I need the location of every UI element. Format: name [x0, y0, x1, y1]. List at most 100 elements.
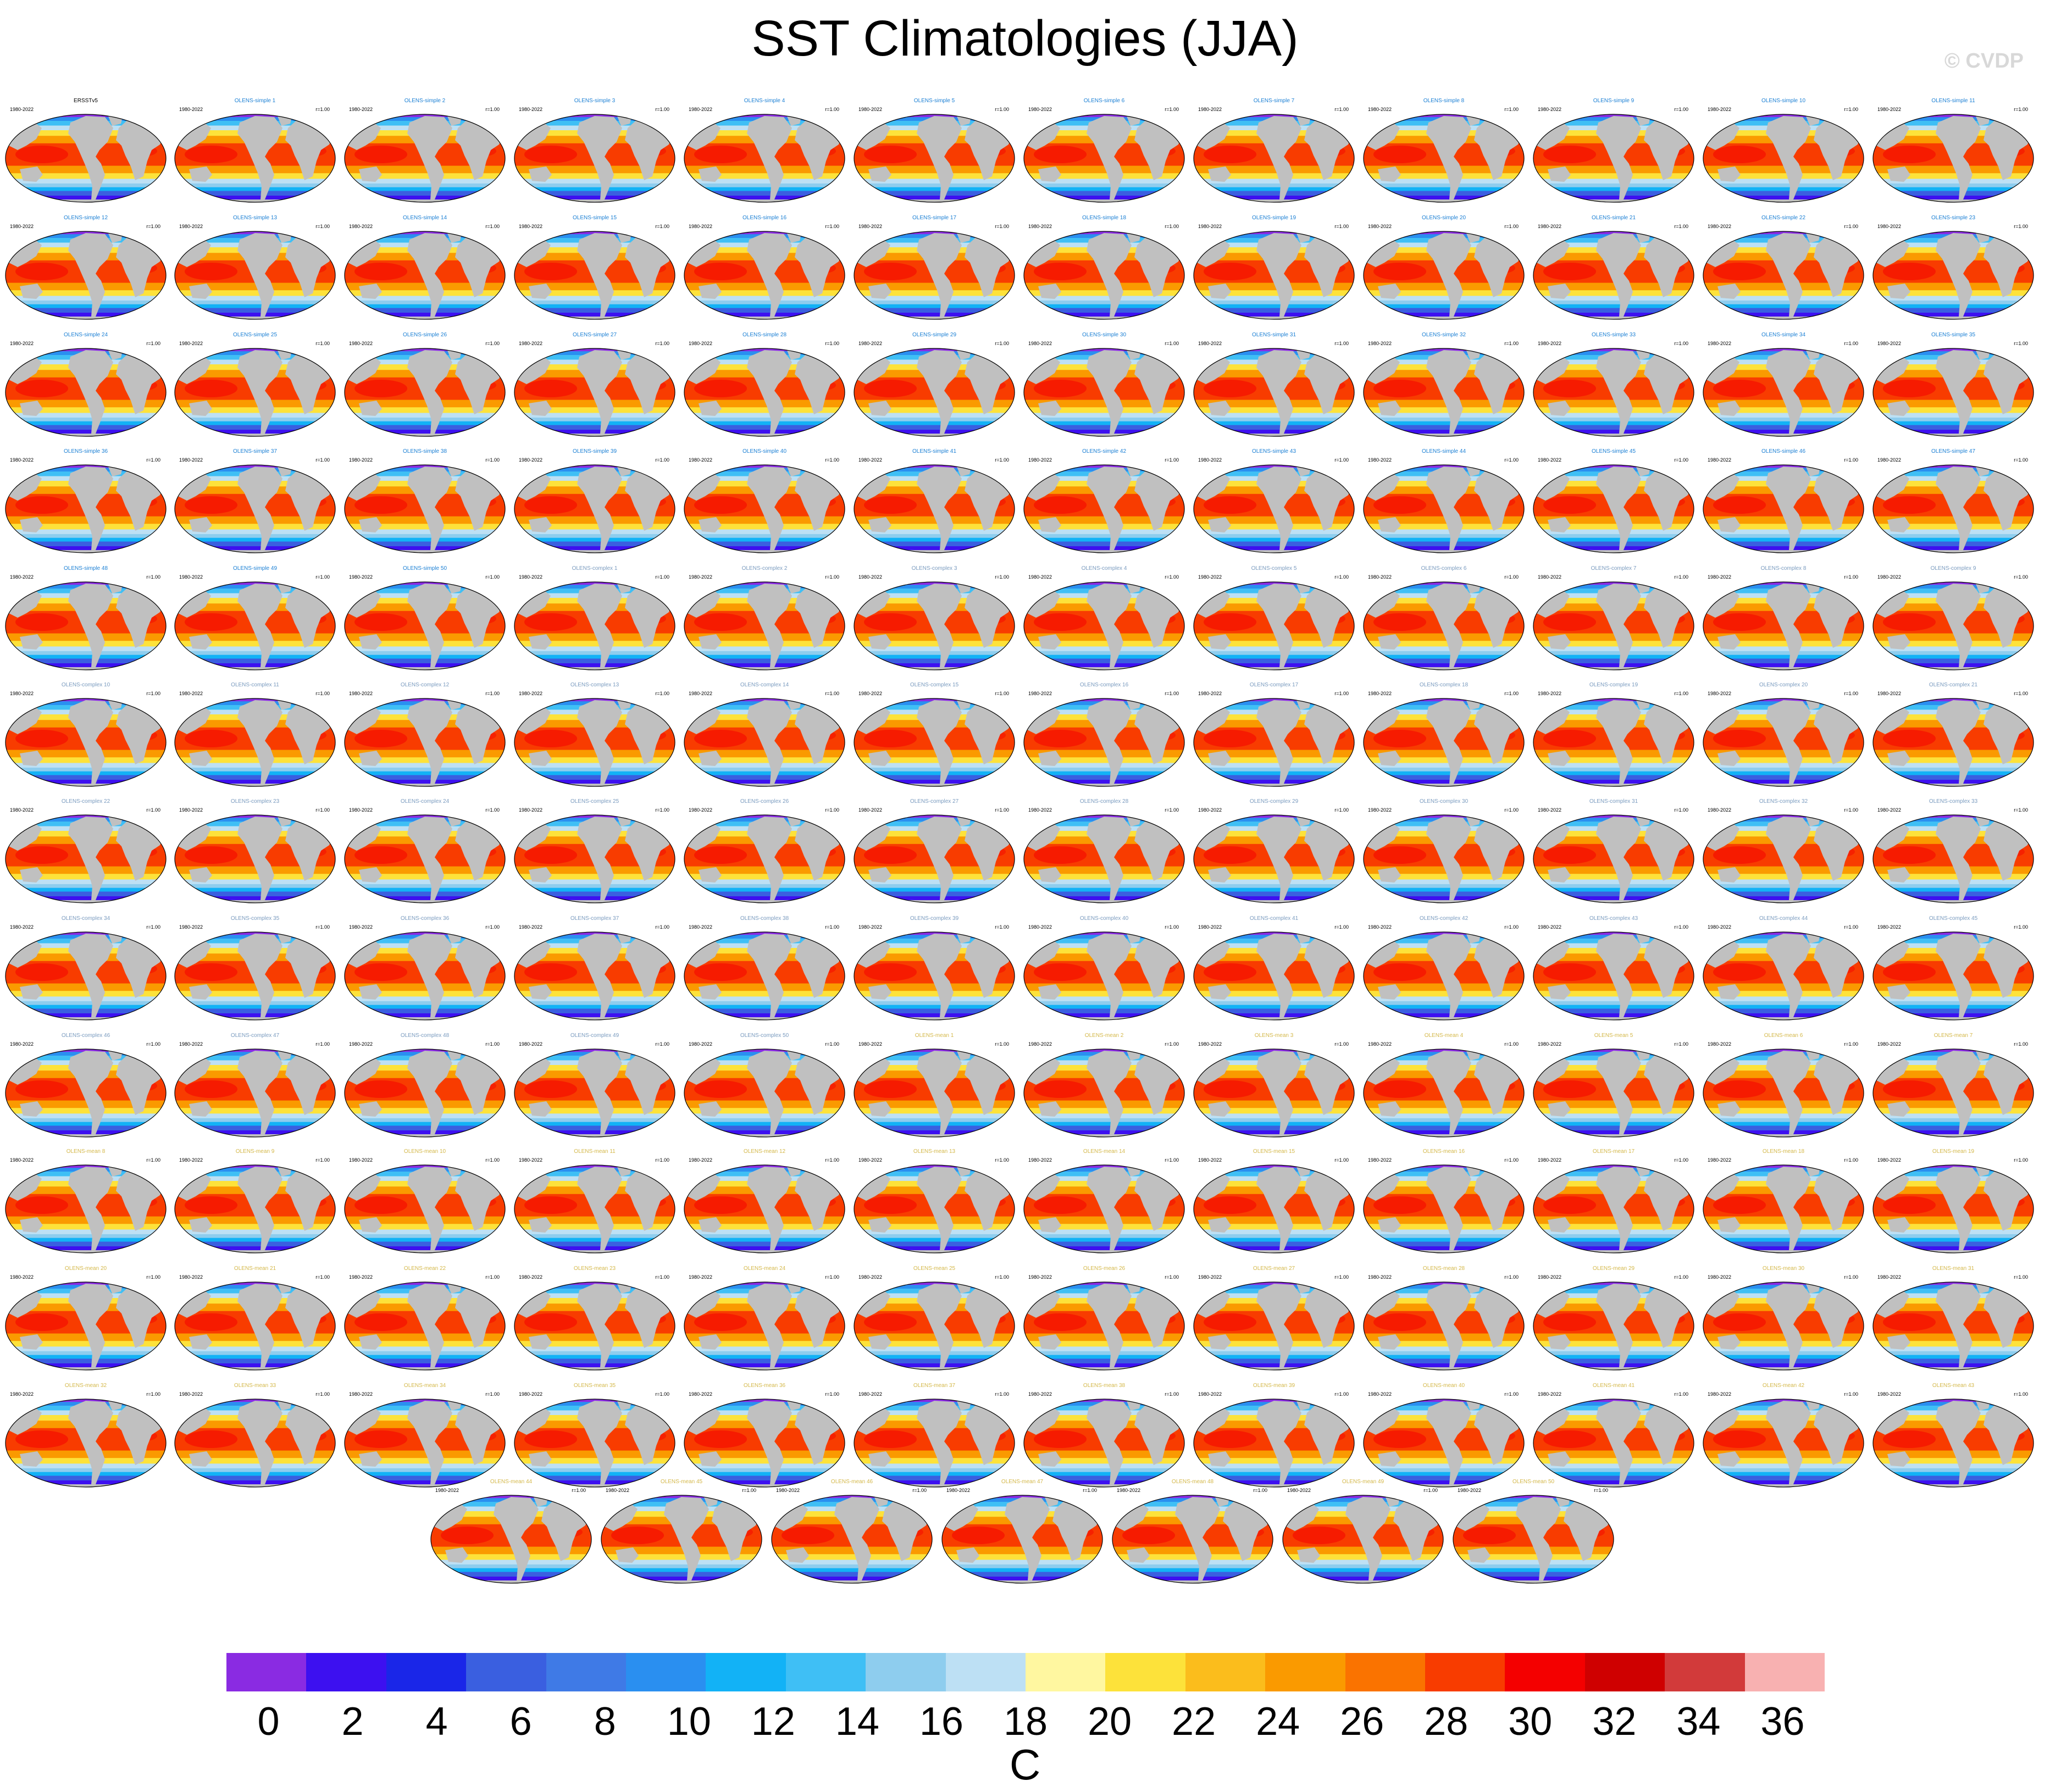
- colorbar-tick-label: 36: [1760, 1700, 1805, 1744]
- panel-pattern-correlation: r=1.00: [1083, 1488, 1097, 1493]
- panel-title: OLENS-mean 20: [64, 1266, 107, 1272]
- panel-years: 1980-2022: [1368, 224, 1392, 229]
- map-panel: OLENS-simple 15 1980-2022 r=1.00: [512, 213, 677, 323]
- map-panel: OLENS-mean 42 1980-2022 r=1.00: [1701, 1381, 1866, 1491]
- panel-years: 1980-2022: [858, 924, 883, 930]
- panel-years: 1980-2022: [10, 691, 34, 696]
- sst-map: [1022, 1046, 1187, 1140]
- panel-years: 1980-2022: [10, 1274, 34, 1280]
- panel-title: OLENS-mean 50: [1512, 1479, 1555, 1485]
- panel-title: OLENS-simple 7: [1253, 98, 1295, 104]
- map-panel: OLENS-simple 18 1980-2022 r=1.00: [1022, 213, 1187, 323]
- panel-pattern-correlation: r=1.00: [1165, 224, 1179, 229]
- sst-map: [342, 346, 507, 439]
- panel-title: OLENS-simple 28: [742, 332, 787, 338]
- map-panel: OLENS-complex 5 1980-2022 r=1.00: [1192, 564, 1356, 674]
- map-panel: OLENS-simple 26 1980-2022 r=1.00: [342, 330, 507, 440]
- panel-title: OLENS-complex 50: [740, 1033, 789, 1039]
- panel-years: 1980-2022: [1877, 1157, 1902, 1163]
- colorbar-tick-label: 10: [667, 1700, 711, 1744]
- map-panel: OLENS-complex 40 1980-2022 r=1.00: [1022, 914, 1187, 1024]
- panel-pattern-correlation: r=1.00: [1844, 341, 1858, 346]
- panel-years: 1980-2022: [1198, 1274, 1222, 1280]
- sst-map: [342, 579, 507, 673]
- panel-pattern-correlation: r=1.00: [825, 1391, 839, 1397]
- map-panel: OLENS-simple 30 1980-2022 r=1.00: [1022, 330, 1187, 440]
- sst-map: [512, 696, 677, 789]
- map-panel: OLENS-simple 21 1980-2022 r=1.00: [1531, 213, 1696, 323]
- sst-map: [682, 579, 847, 673]
- map-panel: OLENS-complex 25 1980-2022 r=1.00: [512, 797, 677, 907]
- colorbar-swatch: [1665, 1653, 1746, 1691]
- map-panel: OLENS-simple 17 1980-2022 r=1.00: [852, 213, 1017, 323]
- panel-years: 1980-2022: [349, 691, 373, 696]
- panel-years: 1980-2022: [519, 1041, 543, 1047]
- sst-map: [512, 112, 677, 205]
- map-panel: OLENS-complex 42 1980-2022 r=1.00: [1361, 914, 1526, 1024]
- colorbar-swatch: [1185, 1653, 1266, 1691]
- panel-pattern-correlation: r=1.00: [1594, 1488, 1608, 1493]
- panel-title: OLENS-complex 25: [570, 798, 619, 805]
- panel-years: 1980-2022: [1028, 1157, 1052, 1163]
- panel-pattern-correlation: r=1.00: [485, 807, 500, 813]
- panel-pattern-correlation: r=1.00: [146, 1041, 160, 1047]
- panel-years: 1980-2022: [1538, 341, 1562, 346]
- panel-title: OLENS-complex 24: [400, 798, 450, 805]
- sst-map: [852, 346, 1017, 439]
- panel-years: 1980-2022: [689, 574, 713, 580]
- panel-years: 1980-2022: [519, 224, 543, 229]
- map-panel: OLENS-mean 45 1980-2022 r=1.00: [599, 1477, 764, 1587]
- panel-title: OLENS-mean 5: [1594, 1033, 1633, 1039]
- sst-map: [1361, 346, 1526, 439]
- panel-title: OLENS-simple 37: [232, 448, 278, 454]
- panel-pattern-correlation: r=1.00: [1844, 691, 1858, 696]
- panel-title: OLENS-complex 13: [570, 682, 619, 688]
- panel-pattern-correlation: r=1.00: [485, 1274, 500, 1280]
- colorbar-swatch: [386, 1653, 467, 1691]
- sst-map: [852, 1162, 1017, 1256]
- panel-years: 1980-2022: [349, 1041, 373, 1047]
- sst-map: [1531, 112, 1696, 205]
- watermark: © CVDP: [1944, 49, 2024, 73]
- panel-pattern-correlation: r=1.00: [825, 341, 839, 346]
- sst-map: [1531, 229, 1696, 322]
- panel-title: OLENS-simple 16: [742, 215, 787, 221]
- panel-pattern-correlation: r=1.00: [1844, 457, 1858, 463]
- sst-map: [1192, 579, 1356, 673]
- sst-map: [1701, 1162, 1866, 1256]
- sst-map: [342, 462, 507, 556]
- sst-map: [342, 229, 507, 322]
- sst-map: [1192, 112, 1356, 205]
- panel-pattern-correlation: r=1.00: [146, 691, 160, 696]
- panel-years: 1980-2022: [1877, 807, 1902, 813]
- panel-pattern-correlation: r=1.00: [315, 807, 330, 813]
- colorbar-tick-label: 30: [1508, 1700, 1553, 1744]
- panel-title: OLENS-complex 8: [1760, 565, 1807, 572]
- panel-pattern-correlation: r=1.00: [315, 924, 330, 930]
- panel-title: OLENS-mean 37: [913, 1383, 956, 1389]
- panel-pattern-correlation: r=1.00: [1165, 107, 1179, 112]
- sst-map: [173, 579, 337, 673]
- sst-map: [1192, 1046, 1356, 1140]
- sst-map: [173, 696, 337, 789]
- sst-map: [342, 1046, 507, 1140]
- panel-title: OLENS-mean 44: [490, 1479, 533, 1485]
- map-panel: OLENS-complex 7 1980-2022 r=1.00: [1531, 564, 1696, 674]
- map-panel: OLENS-complex 32 1980-2022 r=1.00: [1701, 797, 1866, 907]
- colorbar-tick-label: 22: [1172, 1700, 1216, 1744]
- panel-pattern-correlation: r=1.00: [655, 691, 669, 696]
- panel-pattern-correlation: r=1.00: [995, 574, 1009, 580]
- panel-years: 1980-2022: [349, 1274, 373, 1280]
- panel-title: OLENS-simple 24: [63, 332, 108, 338]
- panel-title: OLENS-simple 31: [1251, 332, 1297, 338]
- sst-map: [1192, 346, 1356, 439]
- panel-title: OLENS-simple 25: [232, 332, 278, 338]
- panel-pattern-correlation: r=1.00: [655, 924, 669, 930]
- map-panel: OLENS-simple 31 1980-2022 r=1.00: [1192, 330, 1356, 440]
- sst-map: [1361, 112, 1526, 205]
- panel-pattern-correlation: r=1.00: [1674, 574, 1688, 580]
- panel-years: 1980-2022: [179, 691, 203, 696]
- panel-title: OLENS-mean 22: [403, 1266, 446, 1272]
- map-panel: OLENS-simple 34 1980-2022 r=1.00: [1701, 330, 1866, 440]
- map-panel: OLENS-simple 4 1980-2022 r=1.00: [682, 96, 847, 206]
